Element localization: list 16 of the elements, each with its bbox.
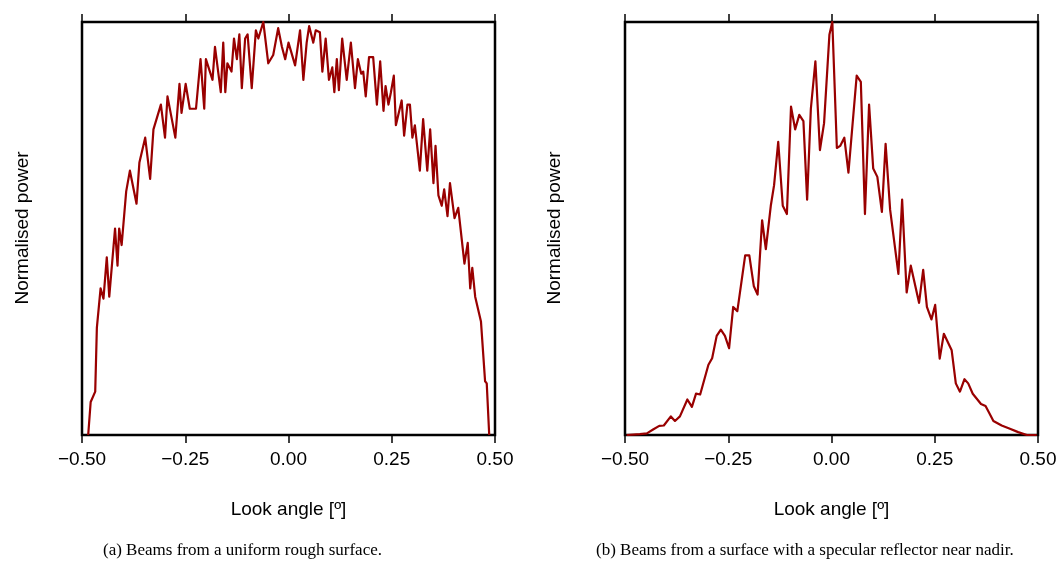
x-tick-label: 0.50 bbox=[1019, 448, 1057, 469]
x-tick-label: −0.50 bbox=[57, 448, 107, 469]
x-axis-title: Look angle [º] bbox=[773, 498, 890, 519]
x-tick-label: 0.00 bbox=[813, 448, 850, 469]
y-axis-title: Normalised power bbox=[11, 150, 32, 305]
x-tick-label: −0.25 bbox=[704, 448, 753, 469]
x-tick-label: 0.00 bbox=[270, 448, 307, 469]
y-axis-title: Normalised power bbox=[543, 150, 564, 305]
x-tick-label: 0.25 bbox=[373, 448, 411, 469]
x-tick-label: 0.25 bbox=[916, 448, 954, 469]
x-tick-label: −0.50 bbox=[600, 448, 650, 469]
text: (a) Beams from a uniform rough surface. bbox=[103, 540, 382, 559]
x-tick-label: 0.50 bbox=[476, 448, 514, 469]
text: (b) Beams from a surface with a specular reflector near nadir. bbox=[596, 540, 1014, 559]
x-axis-title: Look angle [º] bbox=[230, 498, 347, 519]
x-tick-label: −0.25 bbox=[161, 448, 210, 469]
